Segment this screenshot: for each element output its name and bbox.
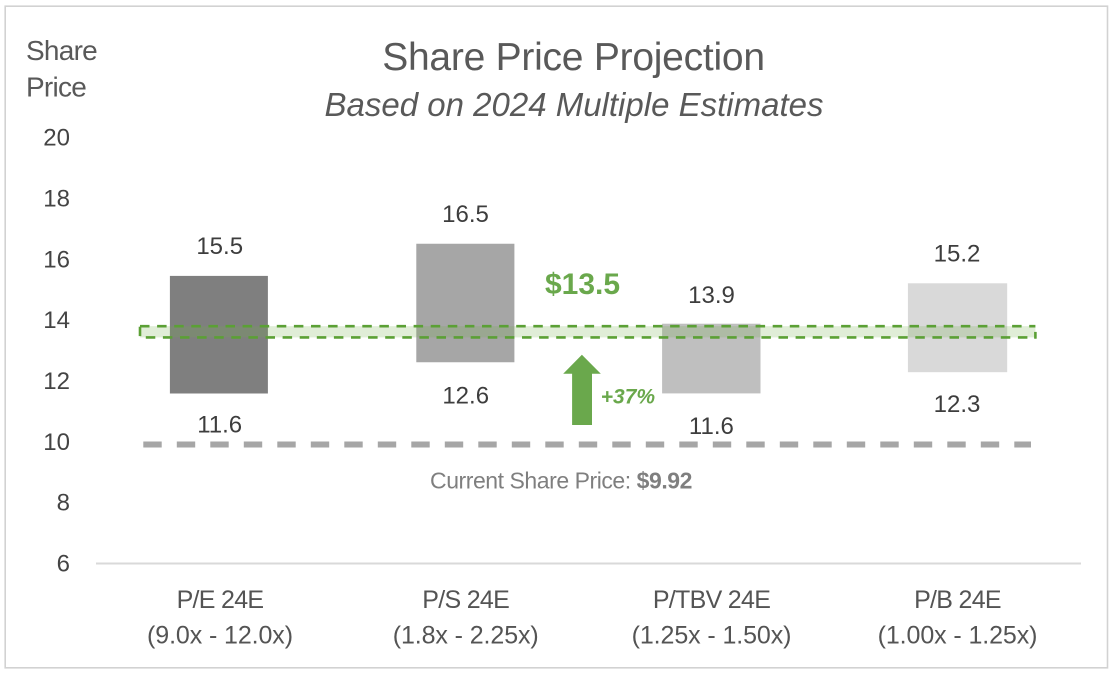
svg-text:15.2: 15.2 bbox=[934, 241, 981, 268]
svg-text:12.3: 12.3 bbox=[934, 391, 981, 418]
svg-text:Price: Price bbox=[26, 72, 86, 103]
svg-text:10: 10 bbox=[43, 429, 70, 456]
svg-text:Share Price Projection: Share Price Projection bbox=[382, 36, 765, 79]
svg-text:6: 6 bbox=[57, 551, 70, 578]
svg-text:16.5: 16.5 bbox=[442, 201, 489, 228]
svg-text:20: 20 bbox=[43, 125, 70, 152]
svg-text:8: 8 bbox=[57, 490, 70, 517]
svg-text:(1.25x - 1.50x): (1.25x - 1.50x) bbox=[632, 621, 792, 649]
svg-text:P/TBV 24E: P/TBV 24E bbox=[653, 586, 770, 614]
svg-text:Current Share Price: $9.92: Current Share Price: $9.92 bbox=[430, 468, 692, 494]
svg-text:Based on 2024 Multiple Estimat: Based on 2024 Multiple Estimates bbox=[325, 86, 824, 123]
svg-text:(1.00x - 1.25x): (1.00x - 1.25x) bbox=[878, 621, 1038, 649]
svg-text:(1.8x - 2.25x): (1.8x - 2.25x) bbox=[393, 621, 539, 649]
svg-text:Share: Share bbox=[26, 35, 97, 66]
svg-text:P/S 24E: P/S 24E bbox=[422, 586, 509, 614]
svg-text:11.6: 11.6 bbox=[689, 413, 734, 440]
svg-text:14: 14 bbox=[43, 307, 70, 334]
svg-text:18: 18 bbox=[43, 185, 70, 212]
svg-text:15.5: 15.5 bbox=[196, 233, 243, 260]
svg-text:$13.5: $13.5 bbox=[545, 268, 620, 301]
svg-text:16: 16 bbox=[43, 246, 70, 273]
svg-text:11.6: 11.6 bbox=[197, 412, 242, 439]
svg-text:12: 12 bbox=[43, 368, 70, 395]
svg-text:+37%: +37% bbox=[601, 386, 656, 409]
svg-text:13.9: 13.9 bbox=[688, 282, 735, 309]
svg-text:12.6: 12.6 bbox=[442, 382, 489, 409]
svg-text:(9.0x - 12.0x): (9.0x - 12.0x) bbox=[147, 621, 293, 649]
svg-text:P/E 24E: P/E 24E bbox=[177, 586, 264, 614]
svg-text:P/B 24E: P/B 24E bbox=[914, 586, 1001, 614]
